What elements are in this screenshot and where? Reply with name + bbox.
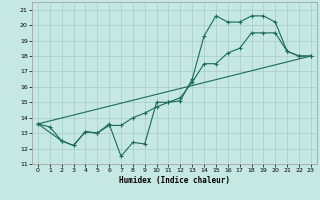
X-axis label: Humidex (Indice chaleur): Humidex (Indice chaleur) — [119, 176, 230, 185]
